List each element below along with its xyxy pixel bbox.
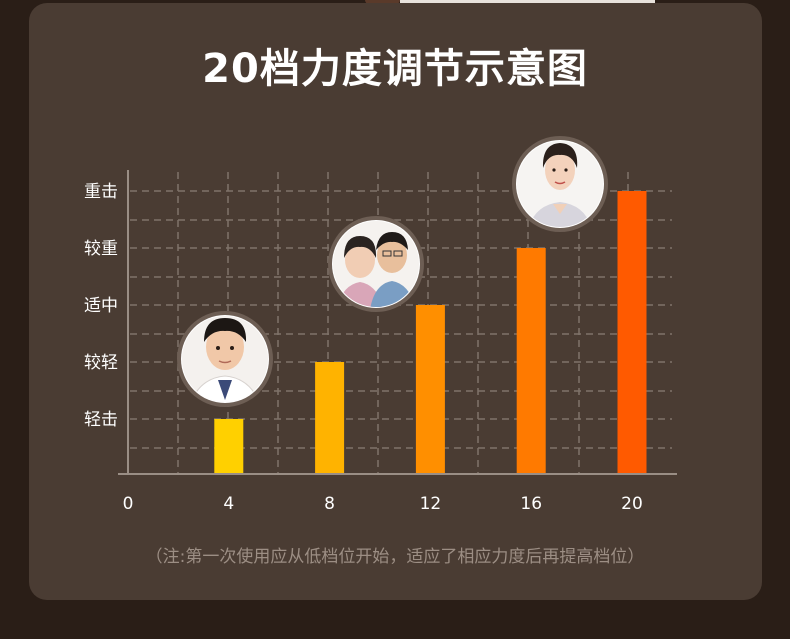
y-tick-label: 重击 [84,182,118,202]
y-tick-label: 较轻 [84,353,118,373]
x-axis-labels: 0 4 8 12 16 20 [123,494,643,514]
x-tick-label: 16 [520,494,542,514]
woman-avatar [512,136,608,232]
x-tick-label: 12 [420,494,442,514]
top-photo-edge [400,0,655,3]
bar [516,248,546,473]
child-avatar [177,311,273,407]
y-tick-label: 较重 [84,239,118,259]
x-tick-label: 4 [223,494,234,514]
x-tick-label: 20 [621,494,643,514]
axes [118,170,677,475]
x-tick-label: 0 [123,494,134,514]
elderly-couple-avatar [328,216,424,312]
page-title: 20档力度调节示意图 [202,46,588,92]
bar [214,419,244,473]
usage-note: （注:第一次使用应从低档位开始，适应了相应力度后再提高档位） [145,547,645,567]
y-tick-label: 轻击 [84,410,118,430]
y-axis-labels: 轻击 较轻 适中 较重 重击 [84,182,118,430]
bar [315,362,345,473]
bar [617,191,647,473]
bar [415,305,445,473]
y-tick-label: 适中 [84,296,118,316]
bars [214,191,647,473]
x-tick-label: 8 [324,494,335,514]
top-photo-fragment [365,0,400,4]
